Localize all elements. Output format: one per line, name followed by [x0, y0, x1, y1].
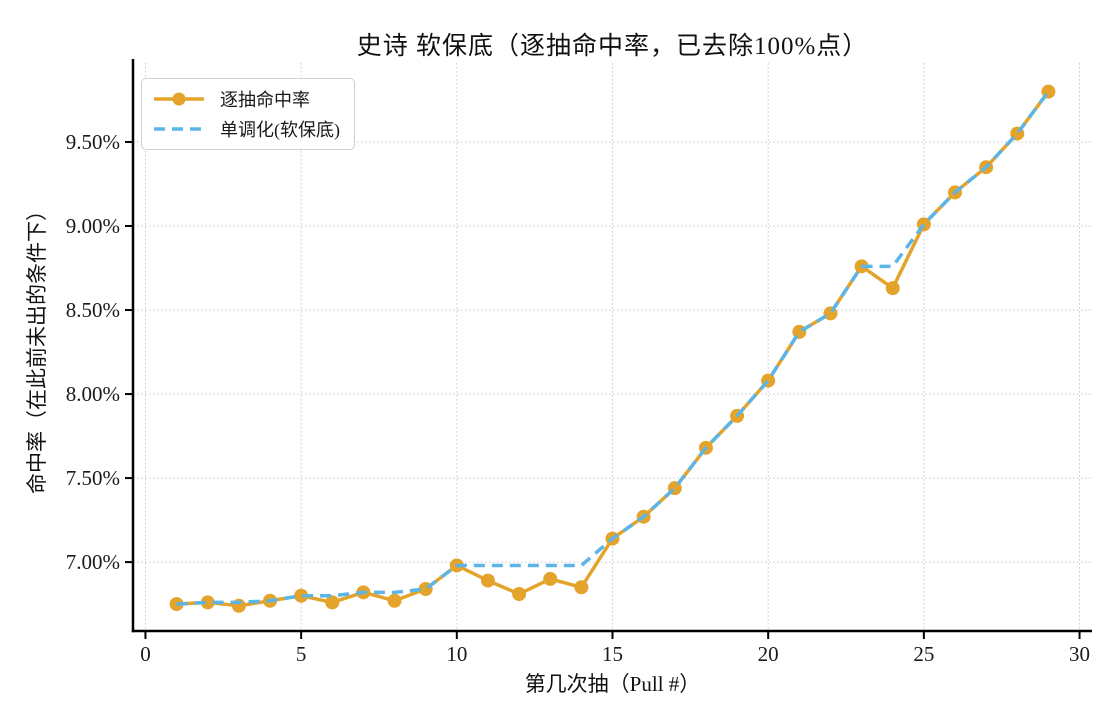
x-tick-label: 0 — [140, 642, 151, 666]
y-tick-label: 7.50% — [66, 466, 120, 490]
legend-item-monotonized: 单调化(软保底) — [152, 116, 340, 142]
legend-item-hit-rate: 逐抽命中率 — [152, 86, 340, 112]
chart-title: 史诗 软保底（逐抽命中率，已去除100%点） — [356, 33, 869, 60]
legend: 逐抽命中率 单调化(软保底) — [141, 78, 355, 150]
y-tick-label: 9.50% — [66, 130, 120, 154]
data-point-marker — [387, 593, 402, 608]
x-tick-label: 15 — [602, 642, 623, 666]
x-tick-label: 20 — [758, 642, 779, 666]
y-tick-label: 8.00% — [66, 382, 120, 406]
y-tick-label: 7.00% — [66, 550, 120, 574]
data-point-marker — [885, 281, 900, 296]
series-line-hit-rate — [176, 90, 1050, 608]
y-tick-label: 8.50% — [66, 298, 120, 322]
y-tick-label: 9.00% — [66, 214, 120, 238]
x-tick-label: 25 — [913, 642, 934, 666]
data-point-marker — [512, 587, 527, 602]
x-tick-label: 10 — [446, 642, 467, 666]
data-point-marker — [480, 573, 495, 588]
legend-label-hit-rate: 逐抽命中率 — [220, 90, 310, 110]
data-point-marker — [294, 588, 309, 603]
data-point-marker — [574, 580, 589, 595]
legend-solid-line-marker-icon — [154, 92, 204, 106]
data-point-marker — [200, 595, 215, 610]
data-point-marker — [543, 571, 558, 586]
data-point-marker — [325, 595, 340, 610]
series-line-monotonized — [176, 90, 1050, 606]
legend-dashed-line-icon — [154, 127, 204, 131]
x-tick-label: 5 — [296, 642, 307, 666]
legend-label-monotonized: 单调化(软保底) — [220, 120, 340, 140]
x-axis-label: 第几次抽（Pull #） — [524, 672, 701, 696]
x-tick-label: 30 — [1069, 642, 1090, 666]
